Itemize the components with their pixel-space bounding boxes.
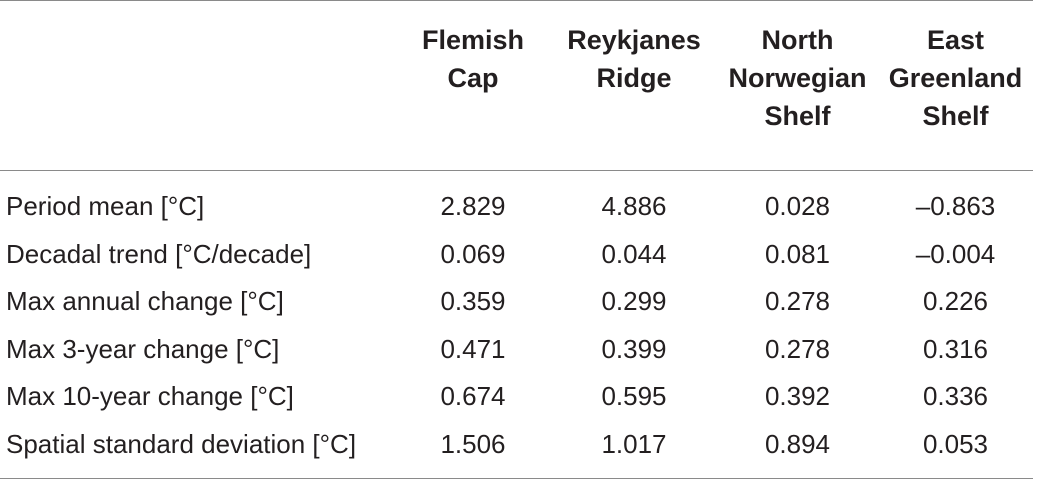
cell-value: 0.316 — [922, 333, 989, 364]
cell-value: 0.674 — [440, 381, 506, 412]
cell-value: 0.278 — [764, 333, 831, 364]
cell-value: 0.081 — [764, 238, 831, 269]
header-line: Cap — [447, 63, 499, 93]
header-line: Ridge — [596, 63, 672, 93]
row-label: Max 3-year change [°C] — [6, 333, 280, 364]
table-row-max-10-year-change: Max 10-year change [°C] 0.674 0.595 0.39… — [0, 373, 1033, 421]
cell-value: 4.886 — [601, 191, 667, 222]
header-cell-empty — [0, 1, 395, 171]
cell-value: 0.359 — [440, 286, 506, 317]
row-label: Decadal trend [°C/decade] — [6, 238, 312, 269]
cell-value: 0.336 — [922, 381, 989, 412]
cell-value: 0.053 — [922, 428, 989, 459]
header-flemish-cap: Flemish Cap — [395, 1, 551, 171]
cell-value: 0.044 — [601, 238, 667, 269]
cell-value: 0.471 — [440, 333, 506, 364]
cell-value: 0.028 — [764, 191, 831, 222]
header-line: Shelf — [764, 101, 831, 131]
header-line: Flemish — [421, 25, 525, 55]
cell-value: –0.863 — [915, 191, 996, 222]
cell-value: 0.299 — [601, 286, 667, 317]
cell-value: 2.829 — [440, 191, 506, 222]
table-row-decadal-trend: Decadal trend [°C/decade] 0.069 0.044 0.… — [0, 231, 1033, 279]
header-reykjanes-ridge: Reykjanes Ridge — [551, 1, 717, 171]
cell-value: 0.392 — [764, 381, 831, 412]
row-label: Spatial standard deviation [°C] — [6, 428, 357, 459]
cell-value: 0.069 — [440, 238, 506, 269]
header-line: East — [926, 25, 985, 55]
header-row: Flemish Cap Reykjanes Ridge North Norweg… — [0, 0, 1033, 171]
cell-value: –0.004 — [915, 238, 996, 269]
table-row-period-mean: Period mean [°C] 2.829 4.886 0.028 –0.86… — [0, 171, 1033, 231]
table-header: Flemish Cap Reykjanes Ridge North Norweg… — [0, 0, 1033, 171]
header-line: Norwegian — [728, 63, 867, 93]
cell-value: 0.595 — [601, 381, 667, 412]
header-line: Greenland — [888, 63, 1023, 93]
cell-value: 0.894 — [764, 428, 831, 459]
header-line: North — [761, 25, 834, 55]
table-body: Period mean [°C] 2.829 4.886 0.028 –0.86… — [0, 171, 1033, 479]
header-east-greenland-shelf: East Greenland Shelf — [878, 1, 1033, 171]
table-row-max-annual-change: Max annual change [°C] 0.359 0.299 0.278… — [0, 278, 1033, 326]
row-label: Max annual change [°C] — [6, 286, 284, 317]
cell-value: 1.017 — [601, 428, 667, 459]
cell-value: 0.226 — [922, 286, 989, 317]
table-row-spatial-standard-deviation: Spatial standard deviation [°C] 1.506 1.… — [0, 421, 1033, 479]
cell-value: 1.506 — [440, 428, 506, 459]
header-north-norwegian-shelf: North Norwegian Shelf — [717, 1, 878, 171]
cell-value: 0.399 — [601, 333, 667, 364]
cell-value: 0.278 — [764, 286, 831, 317]
row-label: Period mean [°C] — [6, 191, 205, 222]
header-line: Shelf — [922, 101, 989, 131]
table-row-max-3-year-change: Max 3-year change [°C] 0.471 0.399 0.278… — [0, 326, 1033, 374]
header-line: Reykjanes — [567, 25, 701, 55]
row-label: Max 10-year change [°C] — [6, 381, 294, 412]
